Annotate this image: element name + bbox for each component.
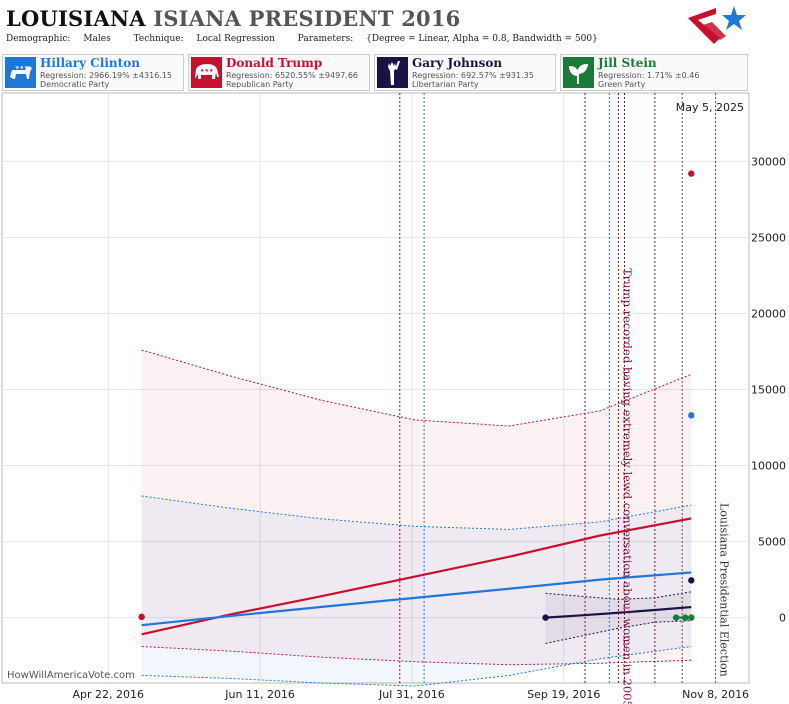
demographic-label: Demographic: xyxy=(6,34,71,44)
confidence-band xyxy=(141,349,692,665)
technique-value: Local Regression xyxy=(196,34,275,44)
candidate-regression: Regression: 6520.55% ±9497.66 xyxy=(226,71,359,80)
candidate-regression: Regression: 1.71% ±0.46 xyxy=(598,71,700,80)
event-annotation: Trump recorded having extremely lewd con… xyxy=(620,268,634,704)
title-state: LOUISIANA xyxy=(6,6,146,31)
x-tick-label: Apr 22, 2016 xyxy=(73,688,145,701)
candidate-name: Jill Stein xyxy=(598,56,657,70)
data-point xyxy=(688,577,695,584)
upper-bound-line xyxy=(545,591,692,600)
page-title: LOUISIANA ISIANA PRESIDENT 2016 xyxy=(6,6,460,31)
data-point xyxy=(682,614,689,621)
candidate-card-stein: Jill Stein Regression: 1.71% ±0.46 Green… xyxy=(560,54,748,91)
elephant-icon: ★★★ xyxy=(191,57,222,88)
subtitle-line: Demographic: Males Technique: Local Regr… xyxy=(6,34,618,44)
x-tick-label: Nov 8, 2016 xyxy=(682,688,749,701)
candidate-card-trump: ★★★ Donald Trump Regression: 6520.55% ±9… xyxy=(188,54,370,91)
candidate-party: Libertarian Party xyxy=(412,80,479,89)
svg-text:★★★: ★★★ xyxy=(200,68,214,74)
candidate-regression: Regression: 692.57% ±931.35 xyxy=(412,71,534,80)
candidate-name: Donald Trump xyxy=(226,56,323,70)
data-point xyxy=(542,614,549,621)
election-annotation: Louisiana Presidential Election xyxy=(718,503,731,677)
series-line xyxy=(141,517,692,636)
x-tick-label: Jul 31, 2016 xyxy=(378,688,445,701)
data-point xyxy=(672,614,680,621)
candidate-regression: Regression: 2966.19% ±4316.15 xyxy=(40,71,173,80)
x-tick-label: Jun 11, 2016 xyxy=(224,688,295,701)
lower-bound-line xyxy=(545,620,692,644)
y-tick-label: 20000 xyxy=(751,307,786,320)
y-tick-label: 0 xyxy=(779,612,786,625)
svg-text:★★★: ★★★ xyxy=(15,65,29,71)
site-logo-icon xyxy=(688,6,746,44)
candidate-party: Democratic Party xyxy=(40,80,110,89)
y-tick-label: 15000 xyxy=(751,384,786,397)
lower-bound-line xyxy=(141,646,692,666)
donkey-icon: ★★★ xyxy=(5,57,36,88)
candidate-party: Green Party xyxy=(598,80,646,89)
candidate-card-johnson: Gary Johnson Regression: 692.57% ±931.35… xyxy=(374,54,556,91)
x-tick-label: Sep 19, 2016 xyxy=(527,688,600,701)
candidate-card-clinton: ★★★ Hillary Clinton Regression: 2966.19%… xyxy=(2,54,184,91)
leaf-icon xyxy=(563,57,594,88)
date-label: May 5, 2025 xyxy=(676,101,744,114)
y-tick-label: 30000 xyxy=(751,155,786,168)
candidate-name: Gary Johnson xyxy=(412,56,503,70)
series-line xyxy=(545,605,692,619)
technique-label: Technique: xyxy=(133,34,184,44)
data-point xyxy=(688,412,695,419)
lower-bound-line xyxy=(141,646,692,687)
y-tick-label: 5000 xyxy=(758,536,786,549)
upper-bound-line xyxy=(141,349,692,427)
parameters-value: {Degree = Linear, Alpha = 0.8, Bandwidth… xyxy=(366,34,598,44)
watermark-text: HowWillAmericaVote.com xyxy=(7,670,135,681)
data-point xyxy=(688,614,695,621)
parameters-label: Parameters: xyxy=(297,34,354,44)
upper-bound-line xyxy=(141,495,692,530)
data-point xyxy=(138,613,145,621)
series-line xyxy=(141,571,692,627)
y-tick-label: 25000 xyxy=(751,231,786,244)
demographic-value: Males xyxy=(83,34,111,44)
statue-of-liberty-icon xyxy=(377,57,408,88)
candidate-party: Republican Party xyxy=(226,80,294,89)
y-tick-label: 10000 xyxy=(751,460,786,473)
candidate-name: Hillary Clinton xyxy=(40,56,140,70)
confidence-band xyxy=(141,495,692,687)
title-rest: ISIANA PRESIDENT 2016 xyxy=(153,6,461,31)
data-point xyxy=(688,170,695,177)
